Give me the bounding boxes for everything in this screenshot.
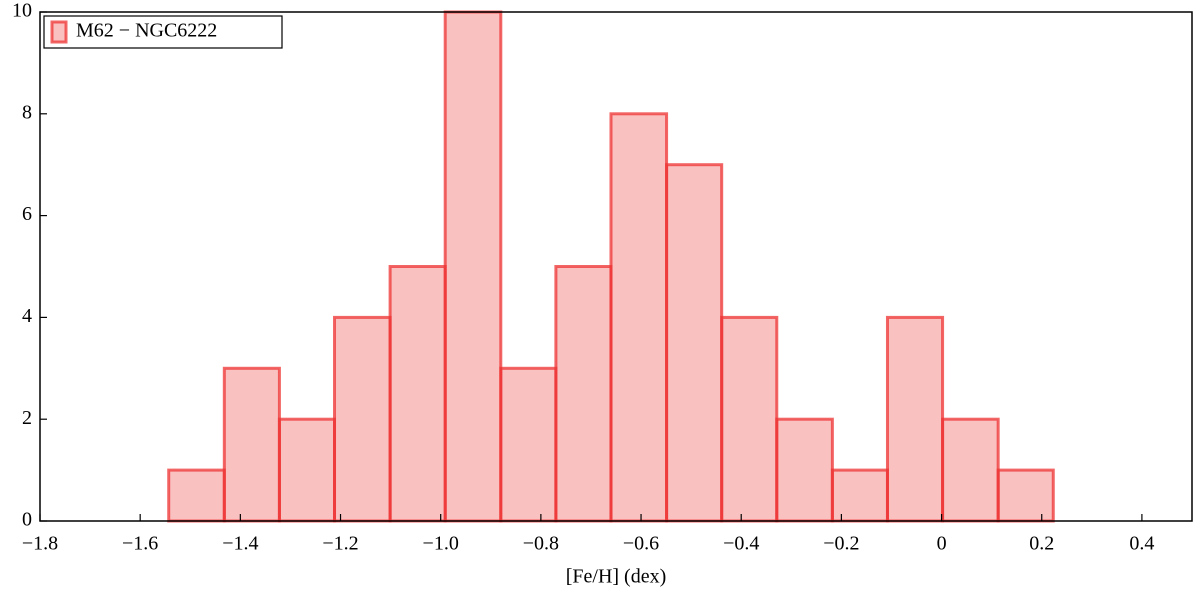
x-tick-label: 0.2 [1029,533,1054,555]
histogram-bar [941,417,1000,523]
plot-frame [39,11,1193,522]
histogram-bar [277,417,337,523]
histogram-bar [996,468,1055,523]
histogram-bar [167,468,226,523]
y-tick-label: 4 [22,305,32,327]
x-tick-label: −0.6 [623,533,659,555]
histogram-bar [775,417,834,523]
x-tick-label: −1.6 [122,533,158,555]
x-tick-label: 0.4 [1129,533,1154,555]
histogram-bar [222,366,281,523]
x-tick-label: −1.2 [322,533,358,555]
x-tick-label: −0.2 [823,533,859,555]
y-tick-label: 8 [22,101,32,123]
x-tick-label: 0 [937,533,947,555]
x-tick-label: −0.8 [523,533,559,555]
histogram-bar [388,265,447,523]
x-tick-label: −0.4 [723,533,759,555]
legend-swatch [50,20,68,44]
histogram-bar [720,315,779,523]
histogram-bar [665,163,724,523]
histogram-bar [830,468,889,523]
histogram-bar [885,315,945,523]
legend-label: M62 − NGC6222 [76,20,217,42]
histogram-bar [609,112,669,523]
histogram-bar [499,366,558,523]
histogram-bar [333,315,392,523]
x-tick-label: −1.4 [222,533,258,555]
x-tick-label: −1.0 [423,533,459,555]
x-tick-label: −1.8 [22,533,58,555]
x-axis-label: [Fe/H] (dex) [566,566,667,588]
histogram-bar [443,10,503,523]
y-tick-label: 0 [22,509,32,531]
y-tick-label: 10 [12,0,32,22]
legend-box [43,15,283,49]
y-tick-label: 6 [22,203,32,225]
y-tick-label: 2 [22,407,32,429]
histogram-bar [554,265,613,523]
